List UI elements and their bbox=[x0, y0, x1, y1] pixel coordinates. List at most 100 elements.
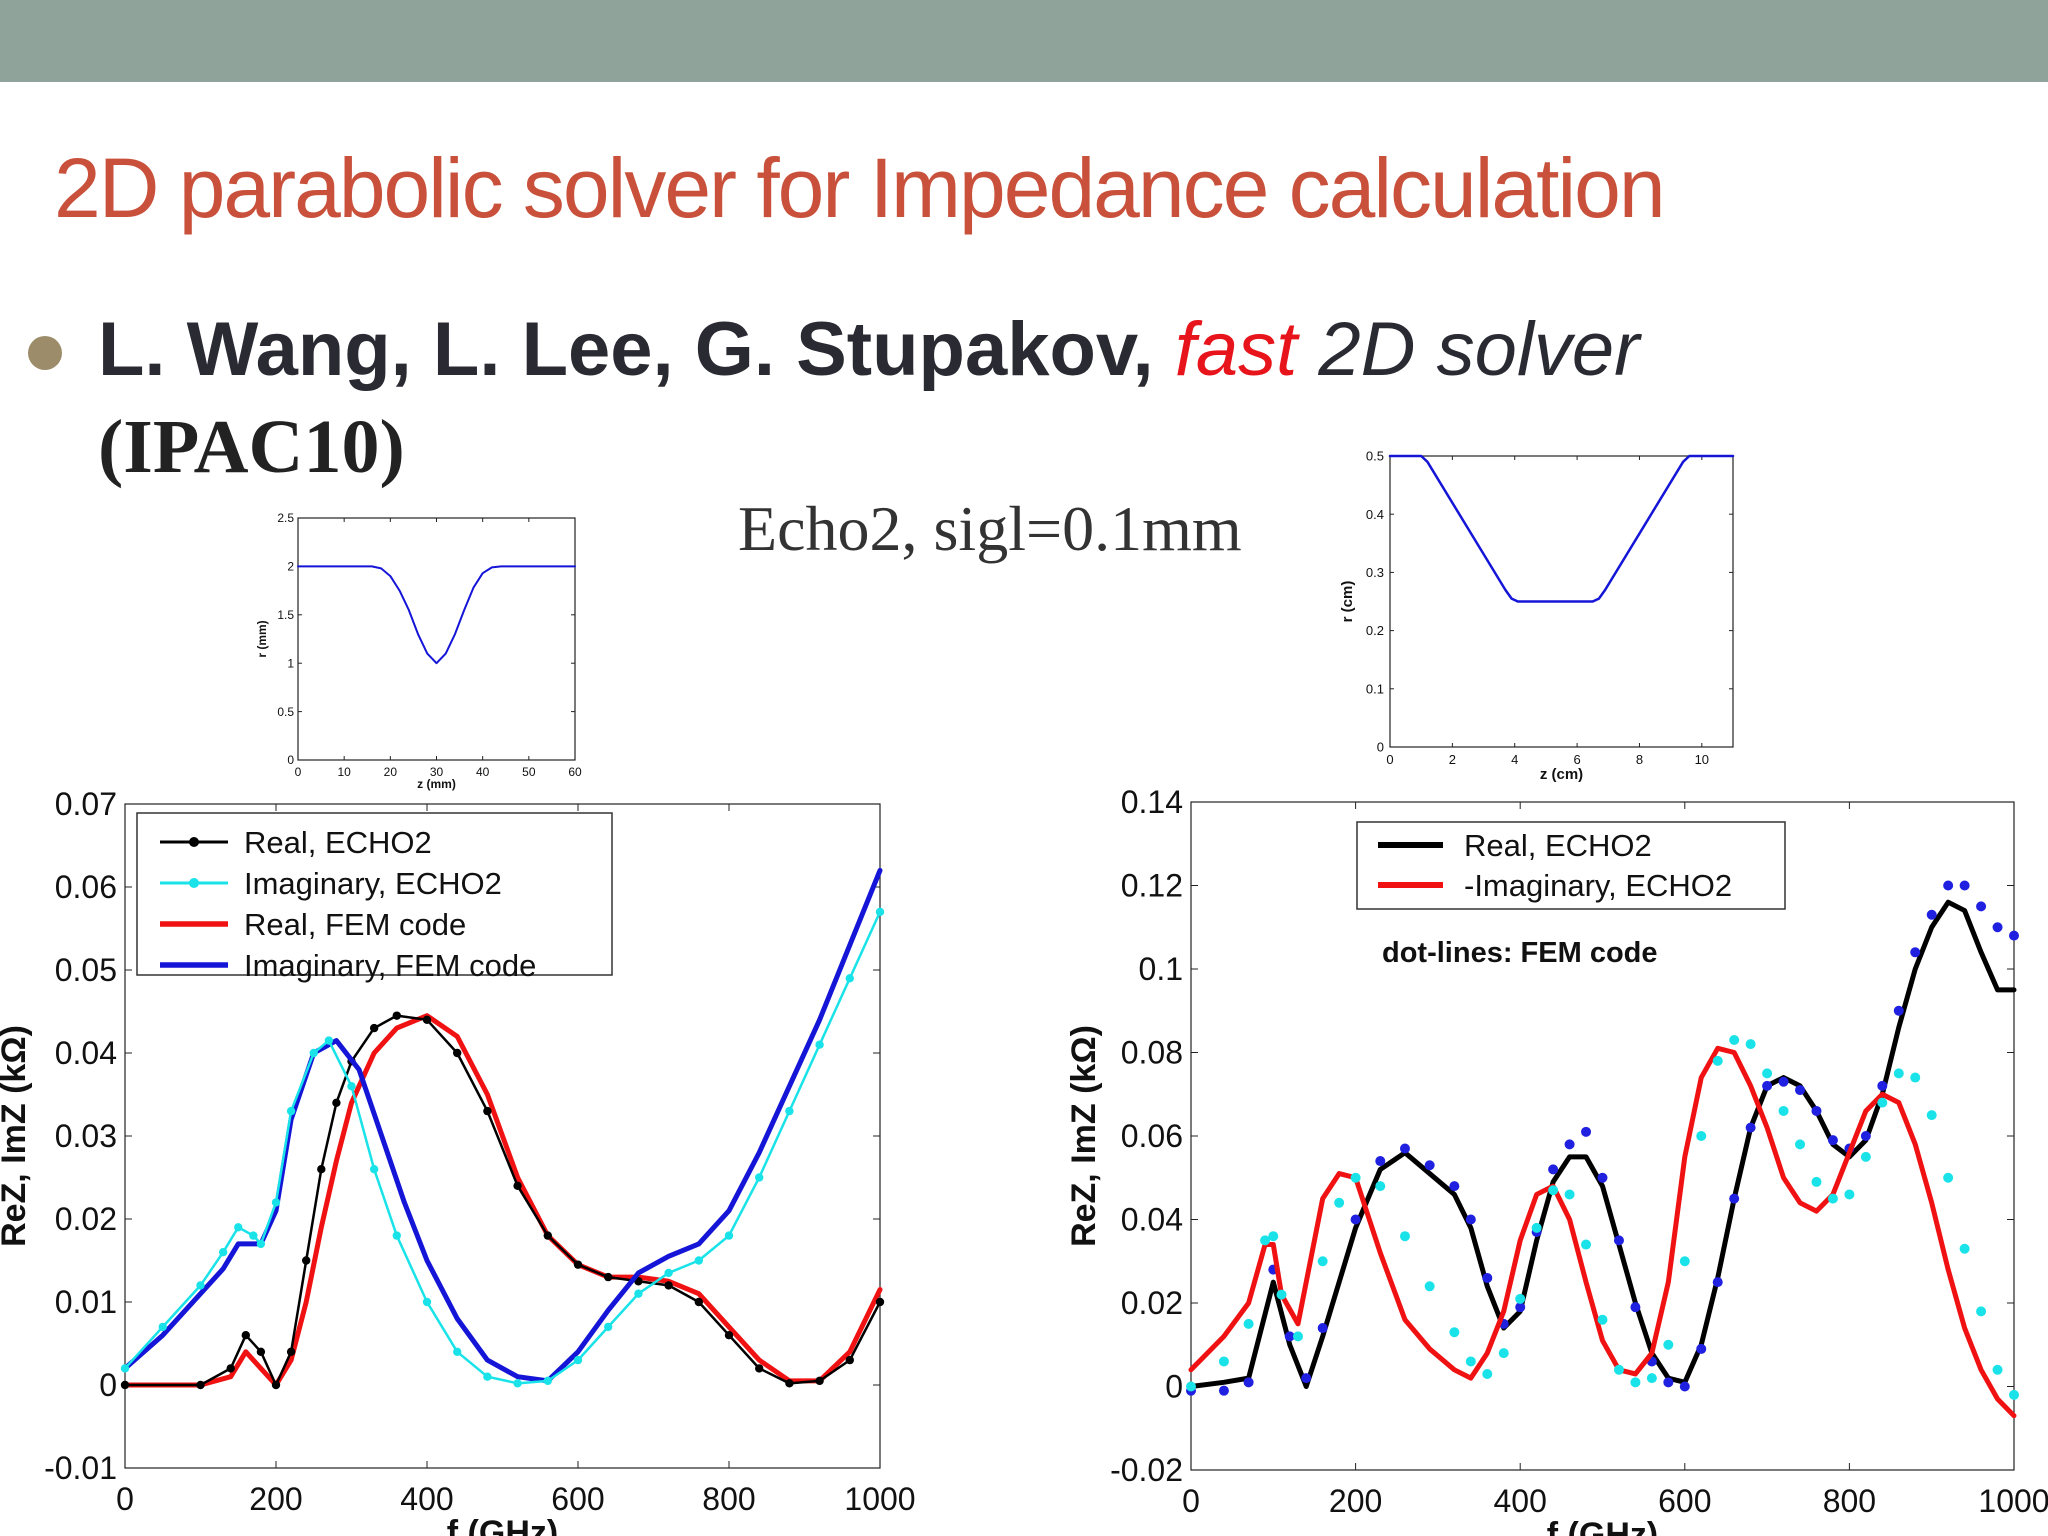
data-point bbox=[286, 1347, 296, 1356]
slide-title: 2D parabolic solver for Impedance calcul… bbox=[54, 141, 1666, 235]
data-point bbox=[453, 1347, 462, 1356]
data-point bbox=[755, 1173, 764, 1182]
y-tick-label: -0.01 bbox=[44, 1450, 117, 1486]
data-point bbox=[1243, 1377, 1254, 1388]
data-point bbox=[543, 1231, 552, 1240]
y-tick-label: 0.14 bbox=[1121, 784, 1183, 820]
data-point bbox=[309, 1048, 318, 1058]
data-point bbox=[241, 1331, 250, 1340]
data-point bbox=[1449, 1181, 1460, 1192]
bullet-rest: 2D solver bbox=[1318, 307, 1640, 392]
data-point bbox=[1284, 1331, 1295, 1342]
plot-frame bbox=[1389, 455, 1734, 748]
data-point bbox=[1745, 1122, 1756, 1133]
impedance-chart-left: 0 200 400 600 800 1000-0.0100.010.020.030.040… bbox=[0, 786, 916, 1536]
y-tick-label: 0.02 bbox=[55, 1201, 117, 1237]
data-point bbox=[196, 1281, 205, 1290]
data-point bbox=[1399, 1231, 1410, 1242]
x-tick-label: 0 bbox=[116, 1481, 134, 1517]
y-tick-label: 0.3 bbox=[1366, 565, 1384, 580]
data-point bbox=[1597, 1172, 1608, 1183]
bullet-icon bbox=[28, 336, 62, 370]
y-tick-label: 0.4 bbox=[1366, 507, 1384, 522]
data-point bbox=[664, 1268, 673, 1278]
data-point bbox=[1218, 1385, 1229, 1396]
x-tick-label: 1000 bbox=[1978, 1483, 2048, 1519]
data-point bbox=[1424, 1281, 1435, 1292]
x-tick-label: 10 bbox=[337, 765, 351, 779]
data-point bbox=[1696, 1343, 1707, 1354]
x-axis-label: f (GHz) bbox=[1547, 1516, 1658, 1536]
plot-annotation: dot-lines: FEM code bbox=[1382, 937, 1658, 969]
y-tick-label: 0.03 bbox=[55, 1118, 117, 1154]
series-line-0 bbox=[1388, 454, 1735, 603]
data-point bbox=[1712, 1055, 1723, 1066]
data-point bbox=[196, 1380, 205, 1390]
data-point bbox=[1424, 1160, 1435, 1171]
data-point bbox=[1910, 1072, 1921, 1083]
plot-subtitle: Echo2, sigl=0.1mm bbox=[738, 493, 1242, 564]
data-point bbox=[1992, 1364, 2003, 1375]
impedance-chart-right: 0 200 400 600 800 1000-0.0200.020.040.060.080… bbox=[1065, 784, 2048, 1536]
data-point bbox=[543, 1376, 552, 1386]
x-tick-label: 6 bbox=[1573, 752, 1580, 767]
data-point bbox=[1795, 1085, 1806, 1096]
data-point bbox=[1762, 1080, 1773, 1091]
x-tick-label: 600 bbox=[551, 1481, 604, 1517]
y-tick-label: 0.12 bbox=[1121, 868, 1183, 904]
x-tick-label: 2 bbox=[1449, 752, 1456, 767]
data-point bbox=[1926, 909, 1937, 920]
bullet-fast: fast bbox=[1174, 307, 1298, 392]
data-point bbox=[369, 1023, 379, 1033]
data-point bbox=[724, 1231, 734, 1240]
x-axis-label: z (cm) bbox=[1540, 766, 1583, 783]
data-point bbox=[1515, 1293, 1526, 1304]
data-point bbox=[158, 1322, 167, 1332]
data-point bbox=[785, 1106, 794, 1116]
plot-frame bbox=[297, 517, 576, 761]
x-axis-label: z (mm) bbox=[417, 777, 456, 791]
data-point bbox=[120, 1364, 130, 1373]
data-point bbox=[120, 1380, 130, 1390]
x-tick-label: 10 bbox=[1695, 752, 1709, 767]
y-tick-label: -0.02 bbox=[1110, 1452, 1183, 1488]
data-point bbox=[1268, 1231, 1279, 1242]
y-tick-label: 0 bbox=[1377, 740, 1384, 755]
data-point bbox=[1375, 1156, 1386, 1167]
data-point bbox=[1465, 1356, 1476, 1367]
x-tick-label: 800 bbox=[1823, 1483, 1876, 1519]
x-tick-label: 4 bbox=[1511, 752, 1518, 767]
x-tick-label: 0 bbox=[1386, 752, 1393, 767]
series-line-0 bbox=[1188, 899, 2017, 1389]
legend-box bbox=[1356, 821, 1786, 910]
data-point bbox=[1778, 1105, 1789, 1116]
legend-label: Imaginary, ECHO2 bbox=[244, 866, 502, 901]
series-line-1 bbox=[125, 1014, 882, 1387]
data-point bbox=[1375, 1181, 1386, 1192]
data-point bbox=[1243, 1318, 1254, 1329]
data-point bbox=[1795, 1139, 1806, 1150]
data-point bbox=[234, 1223, 243, 1232]
data-point bbox=[422, 1297, 432, 1307]
data-point bbox=[1317, 1256, 1328, 1267]
data-point bbox=[1482, 1368, 1493, 1379]
x-tick-label: 200 bbox=[1329, 1483, 1382, 1519]
data-point bbox=[1663, 1377, 1674, 1388]
data-point bbox=[664, 1281, 673, 1290]
data-point bbox=[1515, 1302, 1526, 1313]
data-point bbox=[1663, 1339, 1674, 1350]
legend-marker bbox=[189, 878, 199, 888]
data-point bbox=[1827, 1135, 1838, 1146]
data-point bbox=[604, 1322, 613, 1332]
y-tick-label: 0.08 bbox=[1121, 1035, 1183, 1071]
y-tick-label: 0.02 bbox=[1121, 1285, 1183, 1321]
x-tick-label: 40 bbox=[476, 765, 490, 779]
data-point bbox=[694, 1297, 703, 1307]
y-tick-label: 0.1 bbox=[1139, 951, 1183, 987]
data-point bbox=[755, 1364, 764, 1373]
data-point bbox=[875, 907, 885, 917]
legend-label: Imaginary, FEM code bbox=[244, 948, 536, 983]
y-tick-label: 0.2 bbox=[1366, 623, 1384, 638]
y-axis-label: ReZ, ImZ (kΩ) bbox=[1065, 1025, 1103, 1247]
data-point bbox=[1564, 1189, 1575, 1200]
